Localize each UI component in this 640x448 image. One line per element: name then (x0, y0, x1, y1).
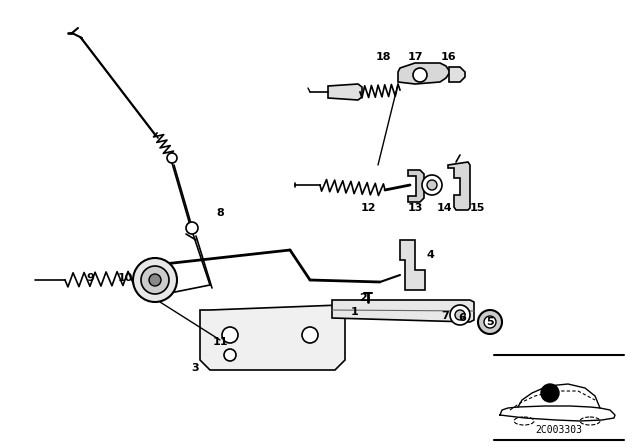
Polygon shape (398, 63, 450, 84)
Text: 11: 11 (212, 337, 228, 347)
Circle shape (455, 310, 465, 320)
Text: 8: 8 (216, 208, 224, 218)
Circle shape (302, 327, 318, 343)
Circle shape (167, 153, 177, 163)
Text: 4: 4 (426, 250, 434, 260)
Polygon shape (448, 162, 470, 210)
Text: 9: 9 (86, 273, 94, 283)
Circle shape (484, 316, 496, 328)
Text: 15: 15 (469, 203, 484, 213)
Circle shape (541, 384, 559, 402)
Text: 13: 13 (407, 203, 422, 213)
Polygon shape (332, 300, 474, 322)
Polygon shape (449, 67, 465, 82)
Text: 2C003303: 2C003303 (536, 425, 582, 435)
Circle shape (478, 310, 502, 334)
Circle shape (224, 349, 236, 361)
Polygon shape (400, 240, 425, 290)
Text: 10: 10 (117, 273, 132, 283)
Circle shape (413, 68, 427, 82)
Circle shape (133, 258, 177, 302)
Circle shape (422, 175, 442, 195)
Circle shape (149, 274, 161, 286)
Text: 17: 17 (407, 52, 423, 62)
Text: 16: 16 (440, 52, 456, 62)
Polygon shape (200, 305, 345, 370)
Circle shape (222, 327, 238, 343)
Text: 7: 7 (441, 311, 449, 321)
Polygon shape (328, 84, 362, 100)
Text: 3: 3 (191, 363, 199, 373)
Circle shape (450, 305, 470, 325)
Text: 1: 1 (351, 307, 359, 317)
Polygon shape (408, 170, 424, 202)
Circle shape (427, 180, 437, 190)
Text: 12: 12 (360, 203, 376, 213)
Text: 18: 18 (375, 52, 391, 62)
Text: 6: 6 (458, 313, 466, 323)
Text: 5: 5 (486, 317, 494, 327)
Text: 14: 14 (437, 203, 453, 213)
Circle shape (186, 222, 198, 234)
Circle shape (141, 266, 169, 294)
Text: 2: 2 (359, 293, 367, 303)
